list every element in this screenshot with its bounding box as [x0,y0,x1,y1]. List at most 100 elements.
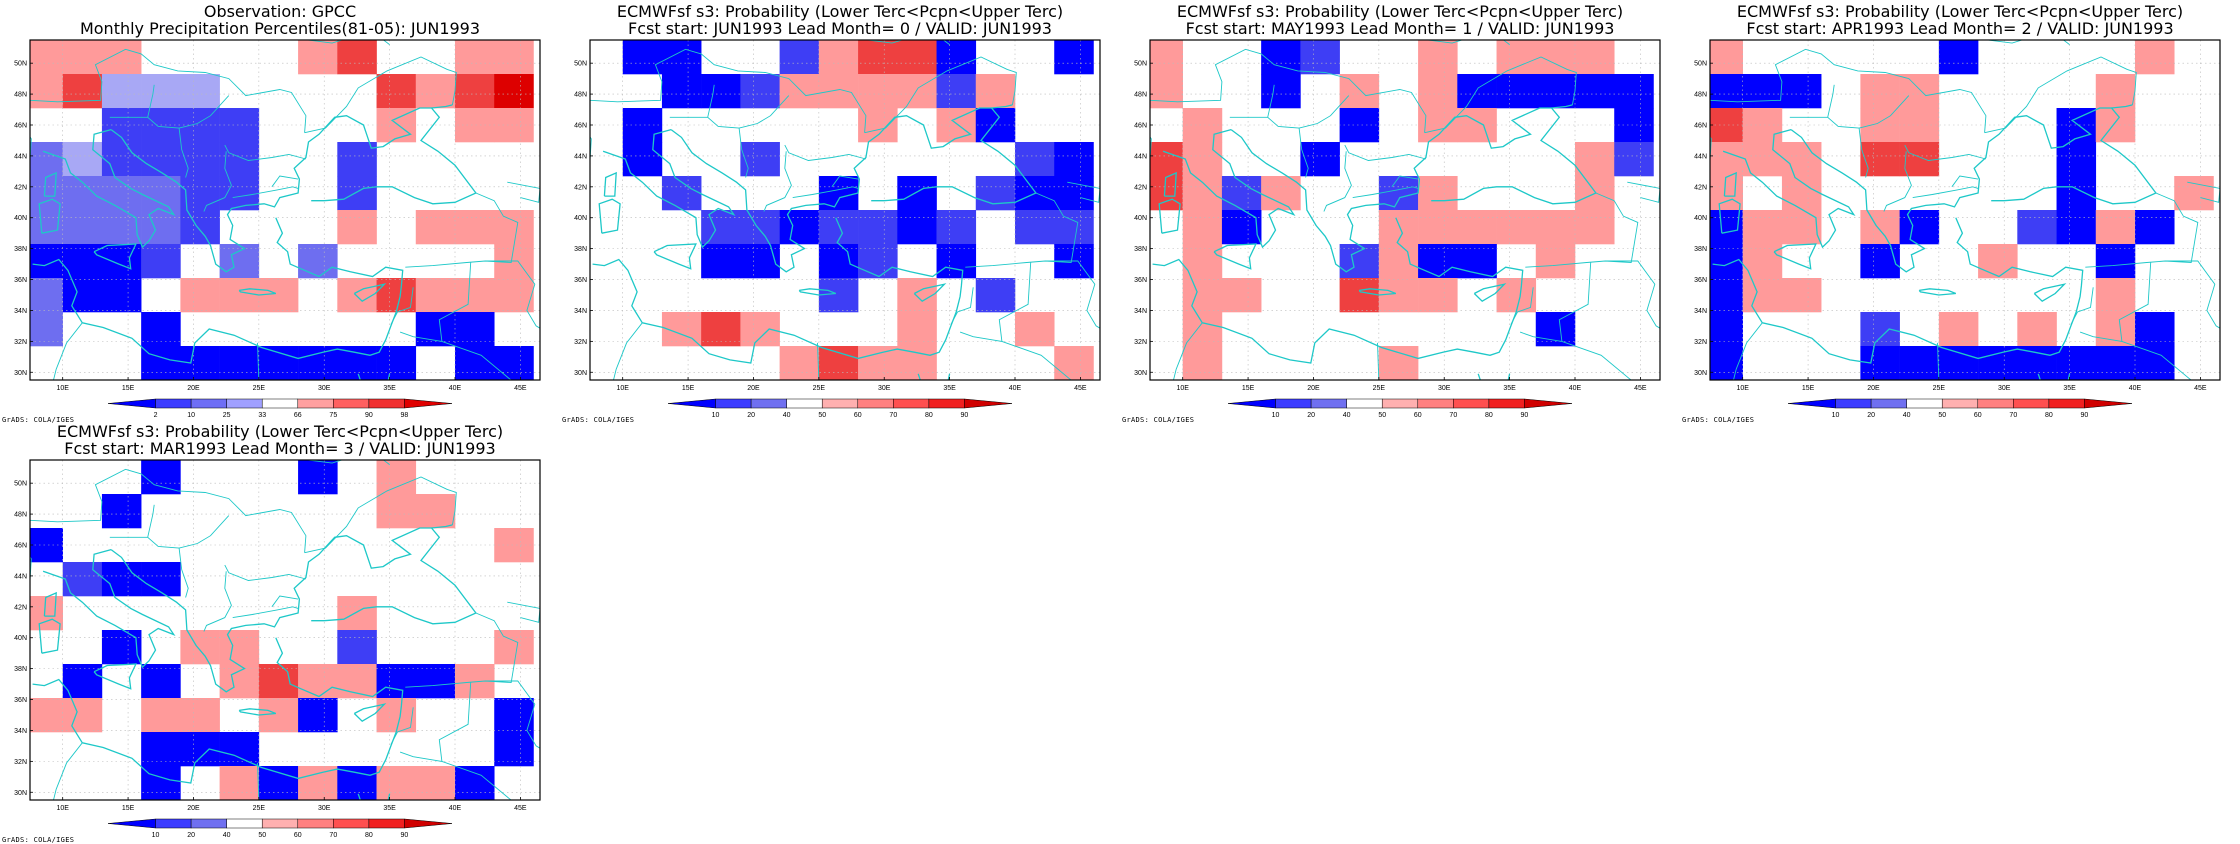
border-line [1298,128,1309,178]
border-line [1391,175,1419,188]
grid-cell [2095,74,2136,109]
grid-cell [897,40,937,75]
colorbar: 10 20 40 50 60 70 80 90 [107,818,453,839]
colorbar-label: 20 [1307,412,1315,419]
grid-cell [1182,346,1223,380]
lat-tick-label: 46N [574,123,587,130]
colorbar: 10 20 40 50 60 70 80 90 [1227,398,1573,419]
grid-cell [1860,74,1900,109]
colorbar-label: 80 [925,412,933,419]
border-line [1424,56,1577,134]
colorbar-swatch [893,398,930,409]
grid-cell [1860,108,1900,143]
grid-cell [101,278,142,313]
lat-tick-label: 48N [574,92,587,99]
grid-cell [1054,176,1094,211]
grid-cell [337,142,377,177]
coastline [32,637,404,784]
grid-cell [337,278,377,313]
grid-cell [1938,312,1979,347]
colorbar-swatch [404,398,453,409]
grid-cell [2017,210,2057,245]
grid-cell [818,74,859,109]
border-line [1519,262,1592,342]
colorbar-label: 20 [187,832,195,839]
border-line [399,682,472,762]
grid-cell [415,766,456,800]
border-line [707,84,715,118]
lat-tick-label: 40N [1134,215,1147,222]
border-line [738,128,749,178]
colorbar-label: 80 [2045,412,2053,419]
coastline [798,288,837,296]
grid-cell [337,176,377,211]
colorbar-swatch [821,398,859,409]
border-line [590,48,867,133]
grid-cell [1614,108,1654,143]
grid-cell [1054,40,1094,75]
colorbar-label: 60 [294,832,302,839]
panel-lead0: ECMWFsf s3: Probability (Lower Terc<Pcpn… [560,0,1120,424]
lat-tick-label: 36N [574,277,587,284]
border-line [1229,95,1350,129]
border-line [1045,260,1100,329]
border-line [257,762,260,800]
lat-tick-label: 44N [1134,153,1147,160]
coastline [63,420,122,429]
border-line [1001,340,1072,380]
lon-tick-label: 45E [1074,385,1087,392]
lat-tick-label: 30N [14,790,27,797]
lat-tick-label: 34N [1694,308,1707,315]
lon-tick-label: 15E [122,385,135,392]
grid-cell [30,596,63,631]
grid-cell [180,210,220,245]
lon-tick-label: 10E [56,385,69,392]
border-line [271,595,299,608]
grid-cell [219,630,260,665]
grid-cell [858,210,898,245]
grid-cell [1221,278,1262,313]
border-line [178,128,189,178]
colorbar-label: 90 [365,412,373,419]
precip-map: 30N 32N 34N 36N 38N 40N 42N 44N 46N 48N 50N 10E 15E 2… [14,39,541,419]
colorbar-label: 50 [1378,412,1386,419]
panel-title-line1: Observation: GPCC [203,2,357,21]
colorbar-label: 50 [258,832,266,839]
grid-cell [2095,210,2136,245]
grid-cell [1182,108,1223,143]
grid-cell [30,210,63,245]
grid-cell [858,40,898,75]
border-line [304,56,457,134]
grid-cell [1710,142,1743,177]
grid-cell [1710,74,1743,109]
colorbar-label: 40 [783,412,791,419]
grid-cell [1742,74,1783,109]
grid-cell [494,40,534,75]
grid-cell [936,244,977,279]
colorbar-label: 20 [747,412,755,419]
grid-cell [1150,40,1183,75]
grid-cell [219,766,260,800]
colorbar-label: 40 [1903,412,1911,419]
grid-cell [897,312,937,347]
grid-cell [740,244,780,279]
coastline [1183,0,1242,9]
colorbar-swatch [928,398,965,409]
coastline [592,217,964,364]
grid-cell [1418,176,1458,211]
grid-cell [1710,244,1743,279]
colorbar-swatch [1906,398,1943,409]
panel-title-line2: Fcst start: MAY1993 Lead Month= 1 / VALI… [1185,19,1615,38]
grid-cell [298,346,338,380]
grid-cell [141,664,181,699]
grid-cell [494,698,534,733]
grid-cell [258,698,299,733]
lat-tick-label: 38N [1134,246,1147,253]
grid-cell [376,346,417,380]
grid-cell [376,460,417,495]
panel-title-line1: ECMWFsf s3: Probability (Lower Terc<Pcpn… [1736,2,2184,21]
coastline [1473,283,1507,303]
colorbar-swatch [297,818,334,829]
coastline [682,0,771,6]
grid-cell [779,346,820,380]
